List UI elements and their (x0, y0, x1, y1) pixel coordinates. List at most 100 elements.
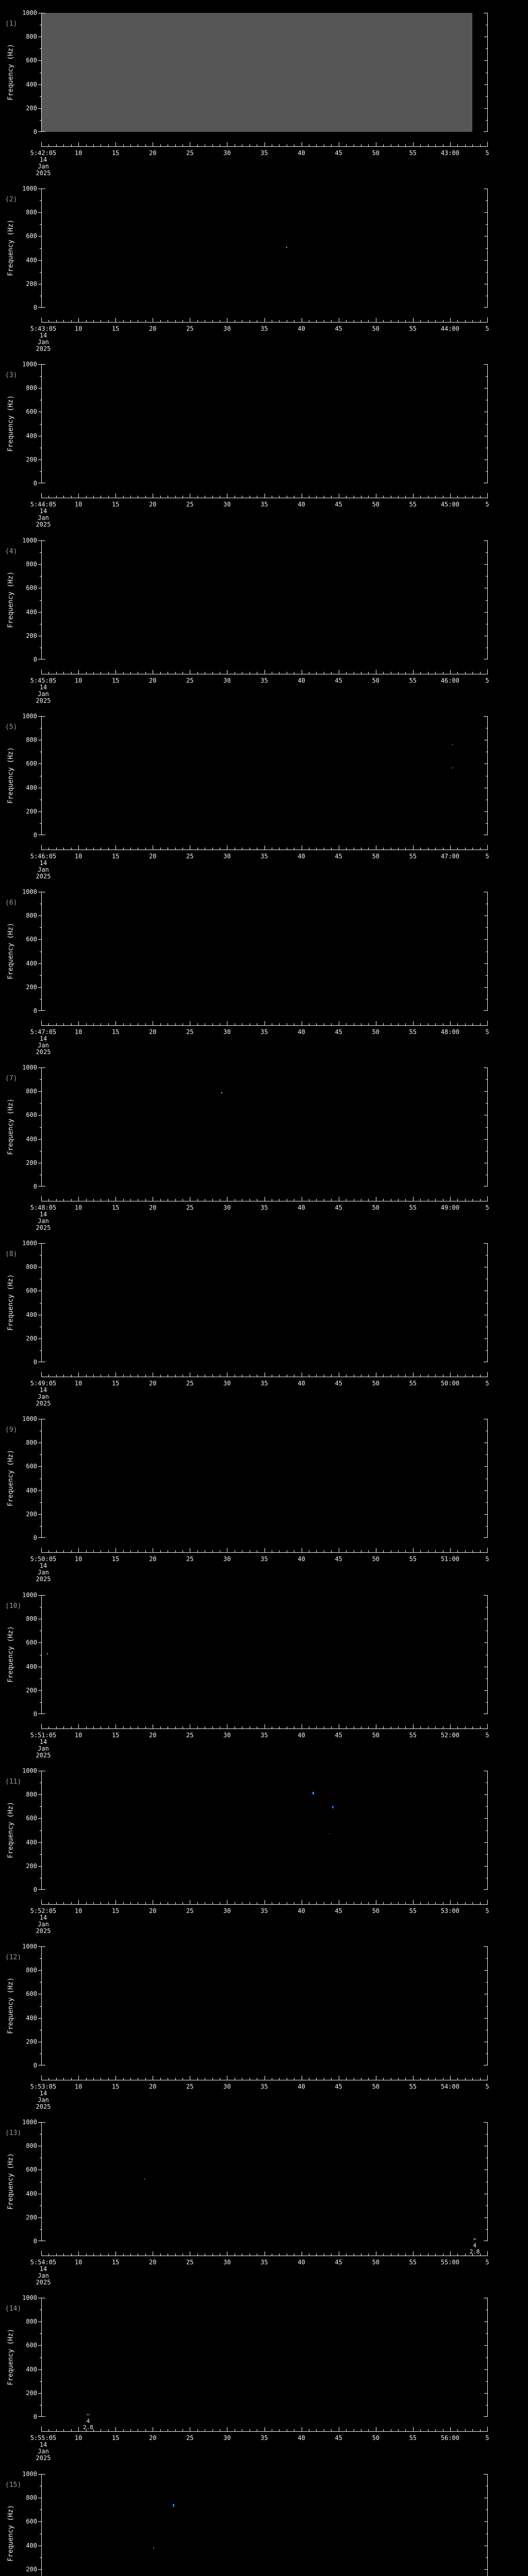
date-label: Jan (38, 163, 49, 170)
y-tick-right (484, 2569, 487, 2570)
y-tick-label: 400 (26, 784, 37, 791)
x-tick (450, 845, 451, 850)
x-tick (108, 496, 109, 498)
x-tick-label: 5:48:05 (30, 1204, 57, 1211)
x-tick-label: 50 (372, 853, 380, 860)
x-tick (487, 845, 488, 850)
x-tick (398, 2253, 399, 2256)
y-tick-left (38, 1139, 41, 1140)
y-tick-left (40, 1350, 41, 1351)
date-label: Jan (38, 2096, 49, 2104)
x-tick (405, 672, 406, 674)
x-axis: 5:50:05 10 15 20 25 30 35 40 45 50 55 51:00 5 14 Jan 20… (30, 1548, 489, 1583)
x-tick-label: 50 (372, 1380, 380, 1387)
y-tick-left (38, 1243, 41, 1244)
x-tick (465, 2429, 466, 2431)
x-tick (175, 2078, 176, 2080)
x-tick (130, 1902, 131, 1904)
x-tick-label: 55:00 (440, 2259, 459, 2266)
x-tick (71, 1902, 72, 1904)
x-tick (450, 494, 451, 498)
panel-number: (13) (5, 2129, 22, 2137)
y-tick-label: 600 (26, 57, 37, 64)
x-tick-label: 46:00 (440, 677, 459, 684)
x-tick-label: 15 (111, 2083, 120, 2090)
x-tick (480, 1199, 481, 1201)
spectral-energy-speck (451, 767, 453, 769)
date-label: 14 (39, 1914, 47, 1921)
x-tick-label: 55 (409, 149, 417, 157)
date-label: 14 (39, 1211, 47, 1218)
date-label: Jan (38, 2272, 49, 2279)
y-tick-label: 0 (33, 480, 37, 487)
x-tick-label: 25 (186, 2083, 194, 2090)
x-tick-label: 45 (335, 1028, 342, 1036)
x-tick (212, 2429, 213, 2431)
x-tick (487, 1900, 488, 1904)
y-tick-label: 400 (26, 1487, 37, 1494)
date-label: Jan (38, 1393, 49, 1400)
left-y-axis (41, 892, 42, 1011)
date-label: 14 (39, 507, 47, 515)
x-tick (41, 1196, 42, 1201)
y-tick-label: 800 (26, 209, 37, 216)
x-tick-label: 40 (298, 501, 305, 508)
x-tick (48, 1726, 50, 1728)
x-tick (48, 1902, 50, 1904)
x-tick (145, 1550, 146, 1552)
y-tick-label: 400 (26, 2366, 37, 2373)
plot-area (38, 892, 488, 1011)
x-tick-label: 15 (111, 501, 120, 508)
y-tick-right (486, 823, 487, 824)
spectral-energy-speck (286, 247, 287, 248)
panel-number: (1) (5, 20, 18, 28)
y-tick-right (484, 1866, 487, 1867)
y-tick-right (484, 540, 487, 541)
y-tick-label: 200 (26, 808, 37, 815)
left-y-axis (41, 1067, 42, 1187)
x-tick (450, 1900, 451, 1904)
x-tick-label: 30 (223, 2083, 231, 2090)
spectral-energy-speck (221, 1092, 223, 1093)
right-y-axis (487, 892, 488, 1011)
y-tick-label: 1000 (22, 1591, 37, 1599)
x-tick-label: 15 (111, 149, 120, 157)
x-tick (457, 672, 458, 674)
x-tick (175, 848, 176, 850)
y-tick-left (40, 1806, 41, 1807)
x-tick-label: 20 (149, 2083, 157, 2090)
x-tick (420, 320, 421, 322)
y-tick-right (484, 1514, 487, 1515)
y-tick-label: 600 (26, 1111, 37, 1118)
x-tick (420, 1902, 421, 1904)
x-tick-label: 5 (485, 1204, 489, 1211)
x-tick-label: 53:00 (440, 1907, 459, 1914)
right-y-axis (487, 2474, 488, 2576)
x-tick (123, 848, 124, 850)
x-tick (145, 2253, 146, 2256)
x-tick-label: 40 (298, 1028, 305, 1036)
x-tick (175, 320, 176, 322)
x-tick (368, 2253, 369, 2256)
y-tick-left (40, 1255, 41, 1256)
y-tick-label: 0 (33, 304, 37, 311)
x-tick (480, 2253, 481, 2256)
y-tick-right (484, 1889, 487, 1890)
y-tick-label: 400 (26, 608, 37, 616)
x-tick (93, 2078, 94, 2080)
y-tick-label: 0 (33, 1534, 37, 1541)
y-tick-label: 600 (26, 1990, 37, 1997)
x-tick-label: 50 (372, 1028, 380, 1036)
x-tick (480, 1023, 481, 1025)
y-tick-left (38, 1866, 41, 1867)
x-tick (197, 1023, 198, 1025)
x-tick-label: 10 (74, 325, 82, 332)
x-axis: 5:52:05 10 15 20 25 30 35 40 45 50 55 53:00 5 14 Jan 20… (30, 1900, 489, 1935)
x-tick-label: 35 (260, 2083, 268, 2090)
y-tick-label: 200 (26, 1862, 37, 1870)
x-tick (197, 672, 198, 674)
x-tick-label: 25 (186, 325, 194, 332)
x-tick (108, 2429, 109, 2431)
x-tick (63, 848, 64, 850)
y-tick-right (486, 1255, 487, 1256)
